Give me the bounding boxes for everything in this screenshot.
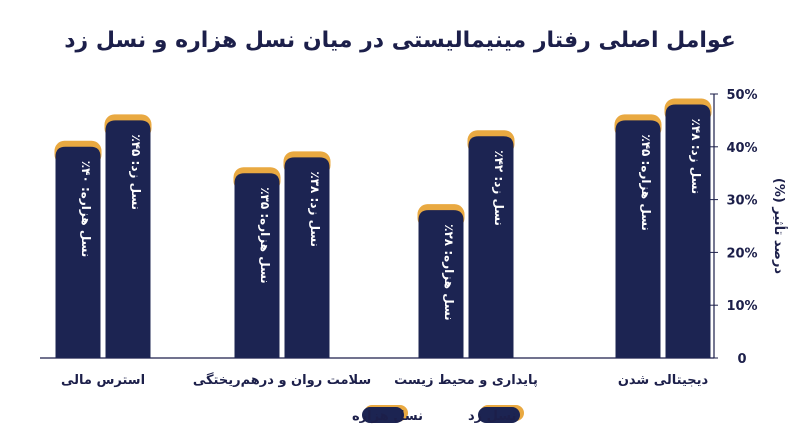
bar xyxy=(234,173,280,358)
chart-title: عوامل اصلی رفتار مینیمالیستی در میان نسل… xyxy=(64,28,736,53)
bar-data-label: نسل هزاره: ۴۵٪ xyxy=(639,134,653,230)
bar-data-label: نسل زد: ۴۲٪ xyxy=(492,150,506,226)
y-tick-label: 0 xyxy=(737,352,746,367)
category-label: پایداری و محیط زیست xyxy=(394,373,538,388)
bar xyxy=(105,120,151,359)
category-label: دیجیتالی شدن xyxy=(618,373,709,388)
bar-data-label: نسل هزاره: ۳۵٪ xyxy=(258,187,272,283)
legend-label: نسل زد xyxy=(468,409,516,424)
bar-data-label: نسل هزاره: ۴۰٪ xyxy=(79,161,93,257)
y-tick-label: 20% xyxy=(726,246,757,261)
legend-swatch xyxy=(362,407,404,423)
y-tick-label: 30% xyxy=(726,194,757,209)
category-label: سلامت روان و درهم‌ریختگی xyxy=(193,372,371,388)
y-tick-label: 40% xyxy=(726,141,757,156)
bar xyxy=(418,210,464,358)
y-tick-label: 10% xyxy=(726,299,757,314)
y-tick-label: 50% xyxy=(726,88,757,103)
bar xyxy=(284,157,330,358)
bar-data-label: نسل هزاره: ۲۸٪ xyxy=(442,224,456,320)
bar xyxy=(55,146,101,358)
bar xyxy=(468,136,514,358)
y-axis-label: درصد تأثیر (%) xyxy=(771,178,788,275)
legend-swatch xyxy=(478,407,520,423)
bar xyxy=(665,104,711,358)
bar-data-label: نسل زد: ۴۵٪ xyxy=(129,134,143,210)
bar-data-label: نسل زد: ۴۸٪ xyxy=(689,119,703,195)
legend-label: نسل هزاره xyxy=(352,409,423,424)
category-label: استرس مالی xyxy=(61,373,145,388)
bar xyxy=(615,120,661,359)
bar-data-label: نسل زد: ۳۸٪ xyxy=(308,171,322,247)
